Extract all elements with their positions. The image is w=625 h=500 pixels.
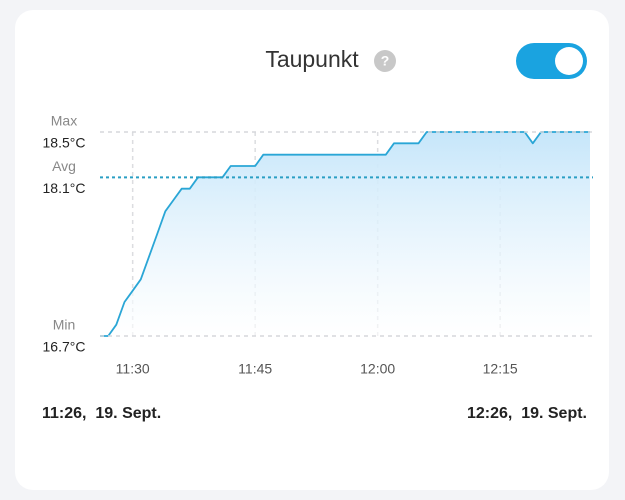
x-tick-label: 11:30 — [116, 361, 150, 377]
x-tick-label: 12:15 — [483, 361, 518, 377]
reference-name: Avg — [52, 158, 76, 174]
range-start: 11:26, 19. Sept. — [42, 405, 161, 422]
help-icon[interactable] — [374, 50, 396, 72]
reference-name: Max — [51, 113, 77, 129]
chart-title: Taupunkt — [265, 46, 359, 72]
reference-name: Min — [53, 317, 76, 333]
reference-value: 18.1°C — [43, 180, 86, 196]
toggle-switch[interactable] — [516, 43, 587, 79]
reference-value: 18.5°C — [43, 135, 86, 151]
help-icon-text: ? — [381, 53, 390, 69]
x-tick-label: 12:00 — [360, 361, 395, 377]
reference-value: 16.7°C — [43, 339, 86, 355]
x-tick-label: 11:45 — [238, 361, 272, 377]
range-end: 12:26, 19. Sept. — [467, 405, 587, 422]
area-fill — [100, 132, 590, 336]
toggle-knob — [555, 47, 583, 75]
